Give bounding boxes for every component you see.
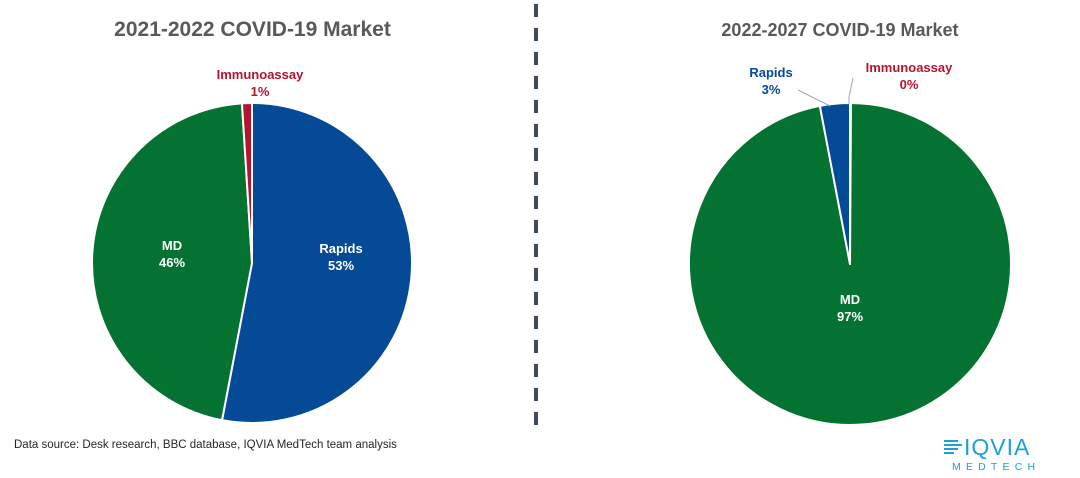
left-slice-immunoassay <box>240 102 253 264</box>
left-label-immunoassay: Immunoassay <box>217 67 304 82</box>
pie-chart-left: Rapids 53% MD 46% Immunoassay 1% <box>91 67 413 424</box>
left-label-md: MD <box>162 238 182 253</box>
left-value-immunoassay: 1% <box>251 84 270 99</box>
left-slice-md <box>91 102 253 422</box>
right-label-md: MD <box>840 292 860 307</box>
pie-chart-right: MD 97% Rapids 3% Immunoassay 0% <box>688 60 1013 426</box>
dashed-divider <box>534 4 538 432</box>
logo-wordmark: IQVIA <box>964 434 1031 460</box>
iqvia-medtech-logo: IQVIA MEDTECH <box>944 434 1054 474</box>
right-value-md: 97% <box>837 309 863 324</box>
right-leader-rapids <box>797 89 831 107</box>
right-slice-immunoassay <box>849 102 852 265</box>
logo-subtitle: MEDTECH <box>952 461 1041 473</box>
right-label-rapids: Rapids <box>749 65 792 80</box>
right-value-immunoassay: 0% <box>900 77 919 92</box>
left-label-rapids: Rapids <box>319 241 362 256</box>
chart-title-left: 2021-2022 COVID-19 Market <box>114 18 391 41</box>
chart-title-right: 2022-2027 COVID-19 Market <box>721 20 959 40</box>
right-leader-immunoassay <box>848 77 854 104</box>
left-value-rapids: 53% <box>328 258 354 273</box>
left-value-md: 46% <box>159 255 185 270</box>
right-label-immunoassay: Immunoassay <box>866 60 953 75</box>
left-slice-rapids <box>221 102 413 424</box>
data-source-note: Data source: Desk research, BBC database… <box>14 439 397 451</box>
right-value-rapids: 3% <box>762 82 781 97</box>
logo-lines-icon <box>944 440 962 454</box>
